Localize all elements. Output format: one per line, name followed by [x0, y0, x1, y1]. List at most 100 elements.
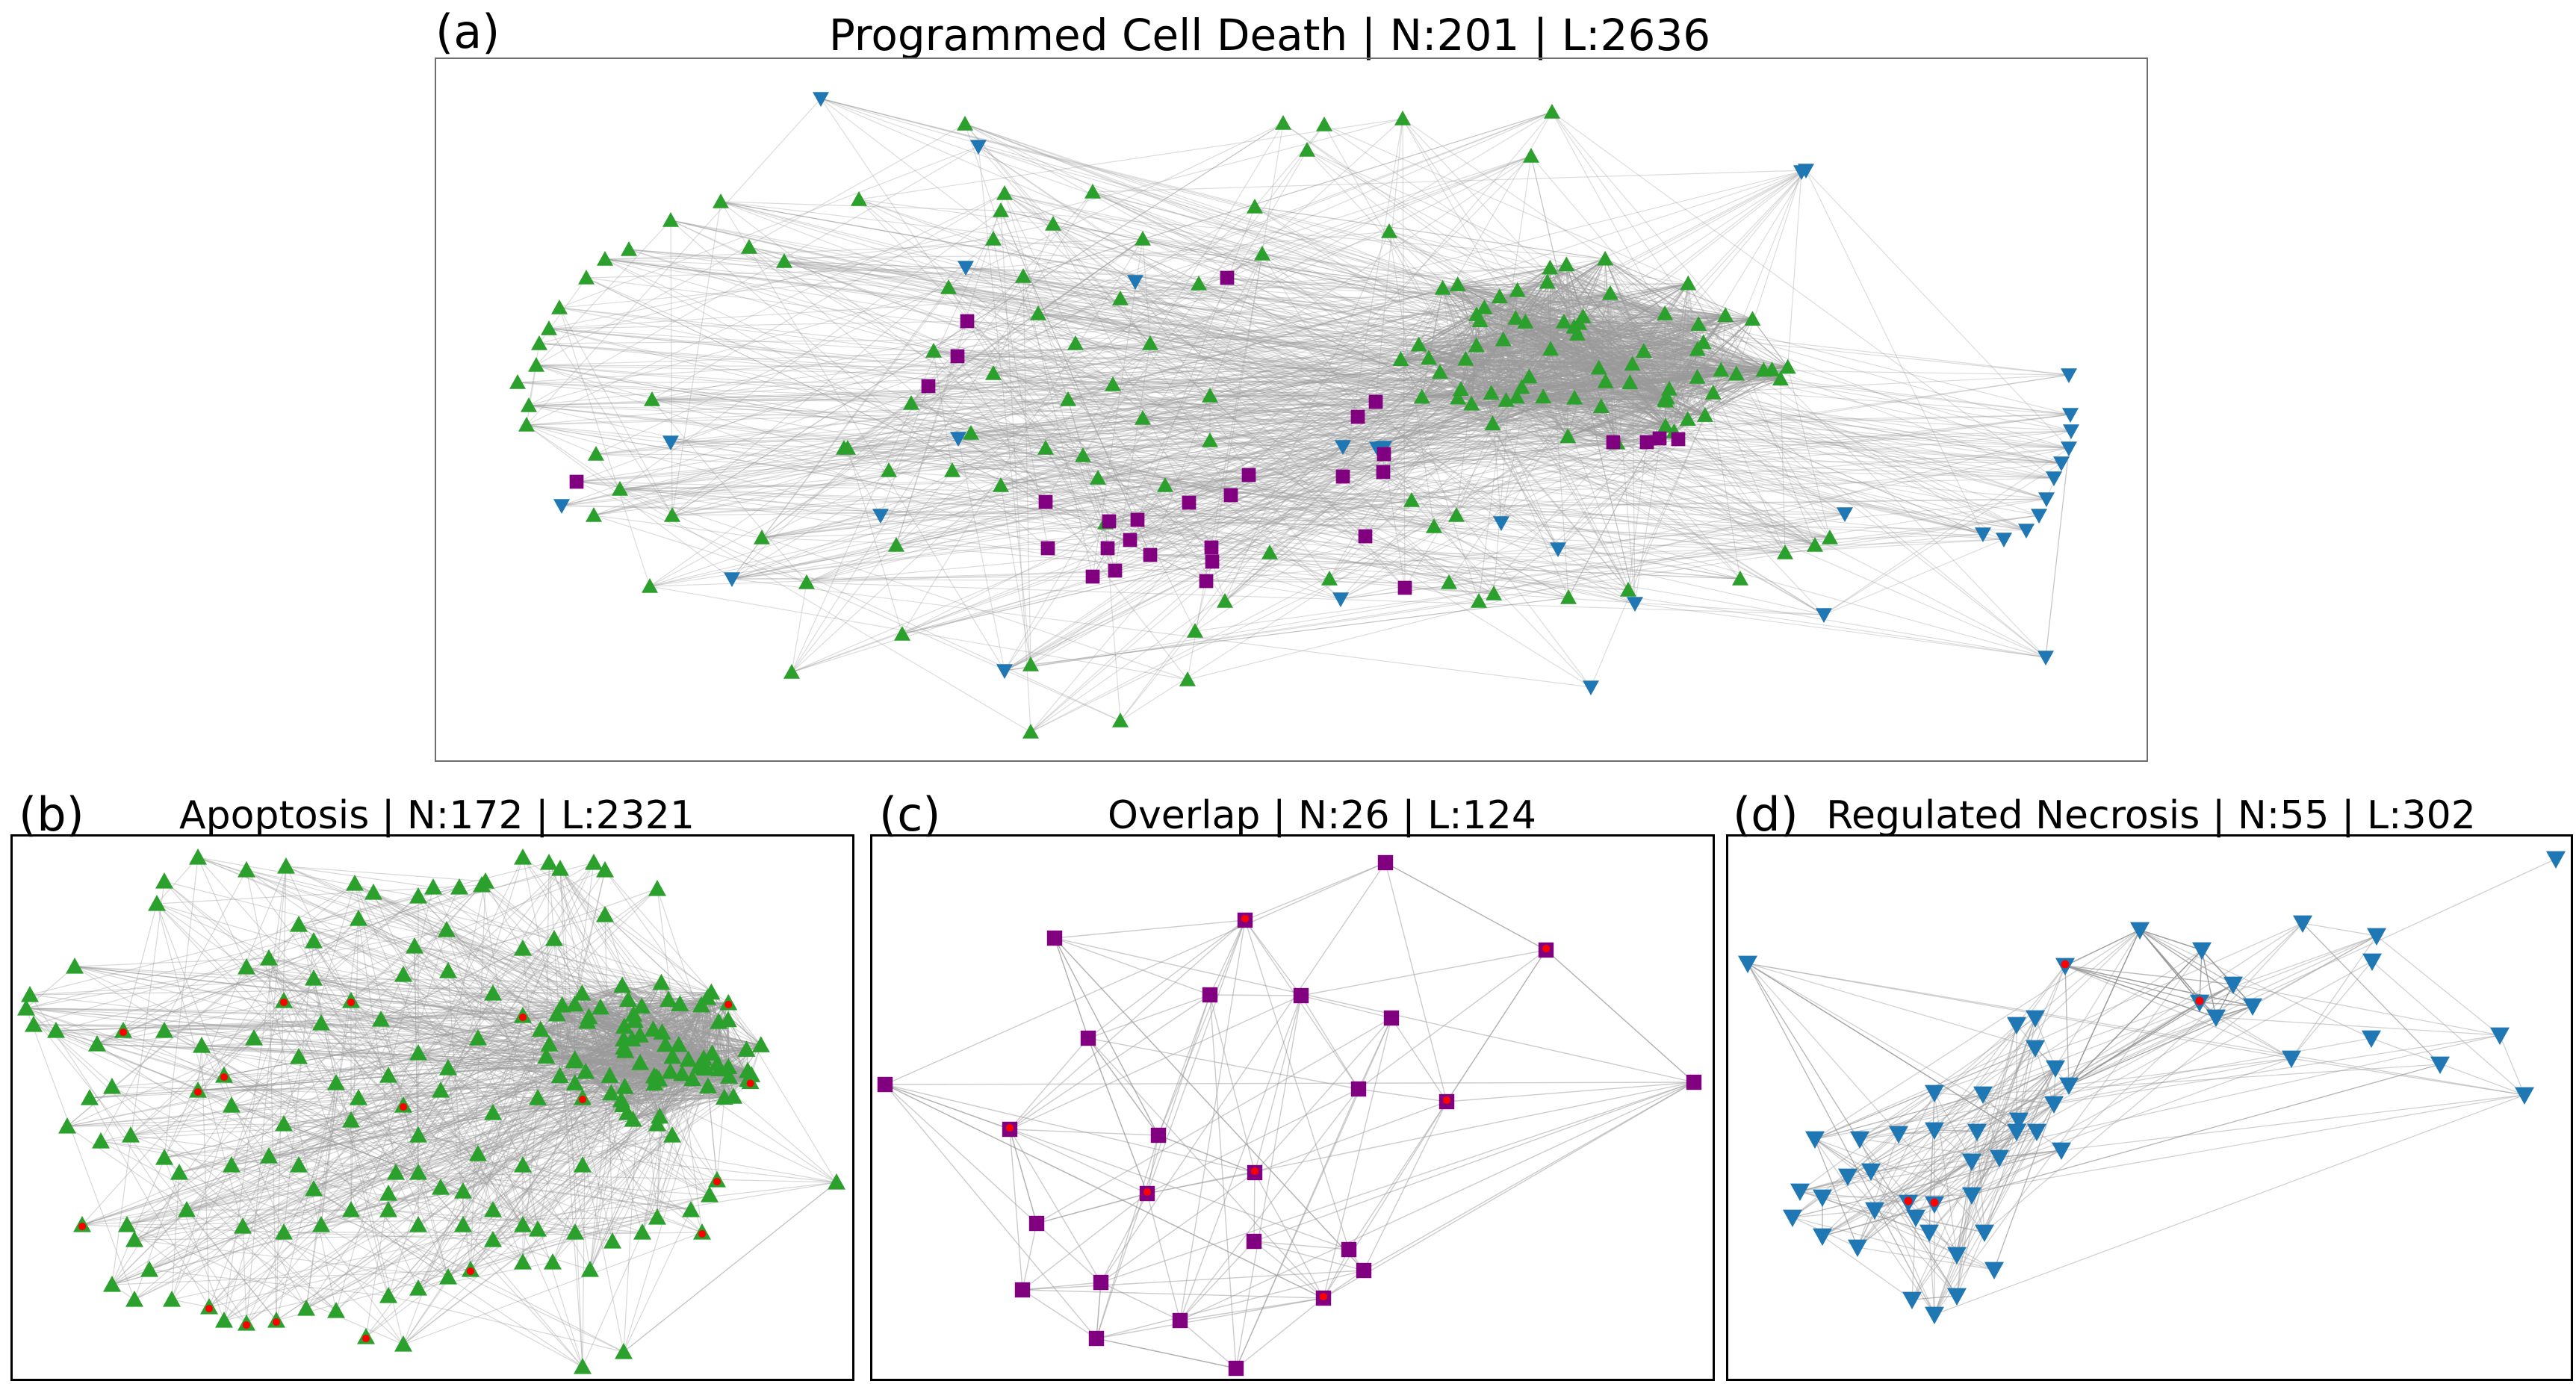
edge [1149, 502, 1190, 556]
edge [1428, 342, 1704, 359]
edge [783, 261, 1984, 535]
apoptosis-node [851, 191, 867, 206]
edge [657, 1021, 719, 1125]
overlap-node [1652, 431, 1667, 446]
apoptosis-node [1015, 268, 1031, 283]
edge [559, 307, 651, 587]
edge [1045, 447, 1629, 591]
necrosis-node [2031, 509, 2047, 524]
edge [130, 1135, 692, 1211]
apoptosis-node [1022, 724, 1039, 739]
edge [130, 896, 419, 1136]
edge [1530, 155, 1636, 604]
edge [1577, 333, 1846, 515]
edge [574, 1061, 657, 1078]
necrosis-node [1975, 527, 1991, 542]
edge [305, 1000, 352, 1309]
edge [1457, 284, 1764, 371]
edge [847, 349, 1698, 449]
edge [1004, 498, 2047, 671]
edge [1400, 359, 1517, 398]
edge [1565, 264, 1666, 401]
edge [403, 1079, 693, 1345]
edge [1566, 264, 1704, 344]
edge [731, 485, 1166, 580]
edge [1521, 323, 1699, 388]
edge [1442, 288, 1466, 359]
edge [1491, 316, 1584, 394]
edge [964, 123, 1645, 352]
edge [761, 406, 1601, 539]
edge [29, 887, 460, 996]
edge [517, 382, 1384, 473]
edge [1547, 282, 1551, 350]
edge [492, 1123, 658, 1211]
edge [1515, 317, 1544, 397]
edge [81, 1028, 654, 1226]
edge [1476, 345, 1606, 382]
panel-a-letter: (a) [435, 4, 500, 59]
edge [1004, 193, 1459, 399]
edge [1598, 367, 1713, 394]
edge [1543, 349, 1698, 397]
edge [1477, 314, 1644, 352]
edge [1269, 314, 1477, 553]
apoptosis-node [1484, 415, 1501, 431]
edge [1551, 111, 1698, 378]
apoptosis-node [1261, 544, 1278, 559]
edge [548, 328, 1232, 496]
edge [1465, 318, 1753, 360]
edge [1439, 342, 1704, 373]
edge [1075, 343, 1359, 418]
edge [1108, 414, 2071, 522]
edge [1491, 348, 1551, 394]
edge [1439, 371, 1666, 427]
edge [993, 307, 1485, 374]
edge [540, 1003, 680, 1031]
edge [593, 397, 1459, 516]
edge [208, 1239, 494, 1308]
edge [1428, 345, 1477, 359]
edge [1480, 320, 1698, 378]
edge [624, 1044, 761, 1048]
edge [526, 424, 1110, 522]
edge [1149, 343, 1816, 546]
edge [1400, 359, 1633, 365]
edge [537, 1096, 734, 1230]
edge [1616, 373, 1737, 444]
edge [1460, 317, 1516, 390]
edge [164, 1030, 610, 1076]
edge [1521, 313, 1666, 388]
edge [1067, 359, 1401, 400]
edge [621, 985, 713, 1054]
edge [1442, 288, 1466, 359]
edge [358, 918, 708, 999]
edge [1129, 441, 1648, 541]
edge [586, 1021, 626, 1087]
edge [896, 206, 1256, 546]
edge [634, 1020, 689, 1061]
edge [1269, 326, 1574, 553]
edge [1529, 323, 1699, 377]
edge [1092, 191, 1517, 398]
edge [1574, 326, 1630, 383]
edge [718, 1021, 729, 1067]
edge [418, 1172, 837, 1183]
edge [1047, 282, 1548, 549]
edge [1342, 476, 1450, 583]
edge [1383, 307, 1485, 455]
panel-a-frame [435, 58, 2148, 762]
edge [156, 857, 199, 904]
edge [1629, 382, 1689, 420]
edge [1460, 267, 1551, 390]
edge [1448, 513, 1846, 583]
edge [1499, 282, 1548, 297]
edge [1704, 370, 1764, 416]
edge [1516, 322, 1526, 397]
edge [1105, 396, 1544, 524]
edge [1476, 345, 1518, 397]
edge [1492, 318, 1753, 424]
edge [1515, 283, 1689, 319]
edge [549, 1003, 680, 1045]
edge [470, 1063, 718, 1270]
